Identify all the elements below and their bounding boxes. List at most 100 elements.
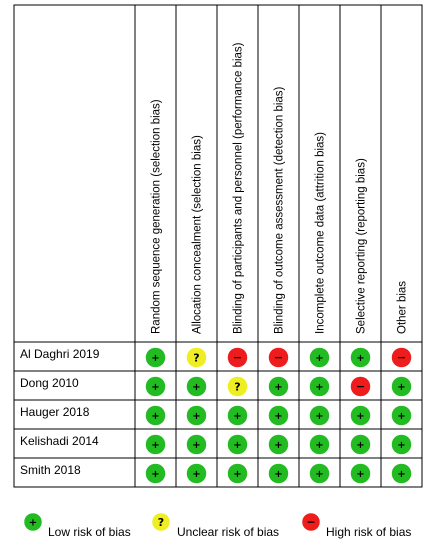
low-risk-symbol: + xyxy=(356,469,364,480)
low-risk-symbol: + xyxy=(315,382,323,393)
low-risk-symbol: + xyxy=(274,382,282,393)
rating-cell: + xyxy=(268,405,289,426)
rating-cell: + xyxy=(145,405,166,426)
low-risk-circle xyxy=(145,434,166,455)
rating-cell: + xyxy=(350,347,371,368)
low-risk-circle xyxy=(391,376,412,397)
legend-label: High risk of bias xyxy=(326,525,411,539)
low-risk-symbol: + xyxy=(397,469,405,480)
rating-cell: + xyxy=(350,434,371,455)
domain-header: Other bias xyxy=(397,281,409,334)
low-risk-circle xyxy=(145,347,166,368)
rating-cell: + xyxy=(268,376,289,397)
domain-header: Selective reporting (reporting bias) xyxy=(356,158,368,334)
low-risk-circle xyxy=(309,434,330,455)
rating-cell: + xyxy=(309,376,330,397)
table-border xyxy=(13,4,423,488)
low-risk-symbol: + xyxy=(397,411,405,422)
rating-cell: + xyxy=(309,463,330,484)
study-name: Kelishadi 2014 xyxy=(20,434,99,448)
low-risk-symbol: + xyxy=(274,469,282,480)
low-risk-circle xyxy=(350,347,371,368)
study-name: Smith 2018 xyxy=(20,463,81,477)
low-risk-circle xyxy=(145,376,166,397)
study-name: Hauger 2018 xyxy=(20,405,90,419)
low-risk-symbol: + xyxy=(192,440,200,451)
rating-cell: + xyxy=(145,434,166,455)
rating-cell: + xyxy=(391,463,412,484)
high-risk-symbol: − xyxy=(397,351,406,364)
unclear-risk-symbol: ? xyxy=(234,381,240,394)
low-risk-symbol: + xyxy=(397,440,405,451)
domain-header: Allocation concealment (selection bias) xyxy=(192,135,204,334)
rating-cell: + xyxy=(227,434,248,455)
low-risk-symbol: + xyxy=(233,469,241,480)
legend-marker: + xyxy=(23,512,43,532)
rating-cells: +? − − + + − + +? + + − + + + + + + + + + + + + + + + + + + + + + + xyxy=(145,347,412,484)
low-risk-symbol: + xyxy=(151,353,159,364)
rating-cell: + xyxy=(309,434,330,455)
rating-cell: + xyxy=(350,405,371,426)
low-risk-symbol: + xyxy=(151,411,159,422)
legend-marker: − xyxy=(301,512,321,532)
rating-cell: − xyxy=(227,347,248,368)
rating-cell: − xyxy=(391,347,412,368)
high-risk-symbol: − xyxy=(356,380,365,393)
low-risk-circle xyxy=(186,463,207,484)
low-risk-circle xyxy=(268,405,289,426)
low-risk-symbol: + xyxy=(192,469,200,480)
legend-marker: ? xyxy=(151,512,171,532)
high-risk-symbol: − xyxy=(306,516,315,529)
low-risk-symbol: + xyxy=(192,411,200,422)
rating-cell: + xyxy=(391,434,412,455)
high-risk-circle xyxy=(301,512,321,532)
low-risk-circle xyxy=(268,434,289,455)
low-risk-circle xyxy=(186,405,207,426)
rating-cell: + xyxy=(186,376,207,397)
low-risk-circle xyxy=(227,463,248,484)
legend: + Low risk of bias? Unclear risk of bias −H… xyxy=(23,512,411,539)
low-risk-circle xyxy=(227,434,248,455)
domain-headers: Random sequence generation (selection bi… xyxy=(151,42,409,334)
rating-cell: + xyxy=(227,463,248,484)
rating-cell: + xyxy=(268,463,289,484)
low-risk-circle xyxy=(23,512,43,532)
rating-cell: + xyxy=(186,434,207,455)
unclear-risk-circle xyxy=(227,376,248,397)
low-risk-circle xyxy=(186,376,207,397)
low-risk-symbol: + xyxy=(151,440,159,451)
rating-cell: − xyxy=(350,376,371,397)
rating-cell: + xyxy=(268,434,289,455)
high-risk-circle xyxy=(268,347,289,368)
rating-cell: + xyxy=(391,376,412,397)
low-risk-symbol: + xyxy=(315,440,323,451)
high-risk-symbol: − xyxy=(274,351,283,364)
low-risk-symbol: + xyxy=(315,353,323,364)
high-risk-symbol: − xyxy=(233,351,242,364)
rating-cell: + xyxy=(145,463,166,484)
low-risk-circle xyxy=(391,434,412,455)
low-risk-circle xyxy=(227,405,248,426)
legend-label: Unclear risk of bias xyxy=(177,525,279,539)
low-risk-symbol: + xyxy=(233,411,241,422)
low-risk-symbol: + xyxy=(29,518,37,529)
high-risk-circle xyxy=(391,347,412,368)
low-risk-circle xyxy=(309,376,330,397)
domain-header: Incomplete outcome data (attrition bias) xyxy=(315,132,327,334)
study-name: Dong 2010 xyxy=(20,376,79,390)
low-risk-symbol: + xyxy=(151,382,159,393)
legend-label: Low risk of bias xyxy=(48,525,131,539)
study-labels: Al Daghri 2019 Dong 2010 Hauger 2018 Kelish… xyxy=(20,347,100,477)
rating-cell: ? xyxy=(186,347,207,368)
unclear-risk-symbol: ? xyxy=(193,352,199,365)
rating-cell: + xyxy=(186,405,207,426)
low-risk-symbol: + xyxy=(356,440,364,451)
rating-cell: + xyxy=(350,463,371,484)
low-risk-circle xyxy=(145,405,166,426)
domain-header: Random sequence generation (selection bi… xyxy=(151,99,163,334)
rating-cell: + xyxy=(391,405,412,426)
low-risk-symbol: + xyxy=(315,411,323,422)
low-risk-symbol: + xyxy=(233,440,241,451)
rating-cell: + xyxy=(309,405,330,426)
